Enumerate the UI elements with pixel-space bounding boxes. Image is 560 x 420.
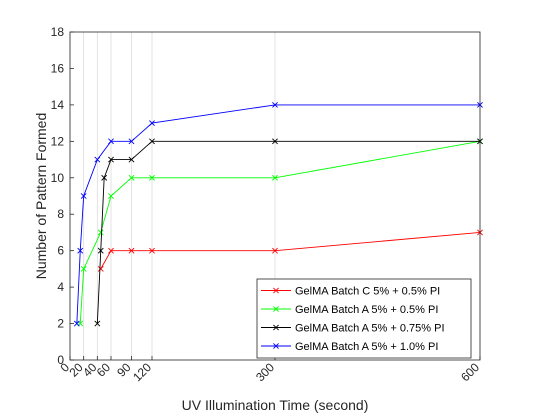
data-point-marker — [128, 156, 135, 163]
data-point-marker — [77, 247, 84, 254]
legend-item: GelMA Batch A 5% + 0.5% PI — [261, 304, 438, 316]
legend-item: GelMA Batch A 5% + 0.75% PI — [261, 323, 445, 335]
x-tick-label: 60 — [94, 360, 114, 380]
legend-label: GelMA Batch A 5% + 0.5% PI — [295, 304, 438, 316]
y-tick-label: 14 — [51, 98, 65, 112]
data-point-marker — [128, 138, 135, 145]
plot-series — [73, 101, 483, 327]
x-tick-label: 120 — [130, 360, 154, 384]
grid-lines — [69, 32, 481, 360]
y-tick-label: 0 — [57, 353, 64, 367]
y-tick-label: 12 — [51, 134, 65, 148]
series-line — [96, 140, 480, 324]
x-tick-label: 300 — [253, 360, 277, 384]
x-tick-label: 90 — [114, 360, 134, 380]
legend-marker — [273, 343, 279, 349]
y-axis-label: Number of Pattern Formed — [33, 113, 49, 280]
legend-item: GelMA Batch A 5% + 1.0% PI — [261, 341, 438, 353]
data-point-marker — [149, 247, 155, 254]
legend-box — [256, 278, 472, 359]
y-tick-label: 10 — [51, 171, 65, 185]
y-tick-label: 4 — [57, 280, 64, 294]
data-point-marker — [97, 247, 104, 254]
legend-item: GelMA Batch C 5% + 0.5% PI — [261, 286, 440, 298]
y-tick-label: 16 — [51, 61, 65, 75]
data-point-marker — [149, 120, 155, 127]
legend-label: GelMA Batch A 5% + 1.0% PI — [295, 341, 438, 353]
data-point-marker — [94, 320, 101, 327]
data-point-marker — [128, 247, 135, 254]
data-point-marker — [272, 247, 278, 254]
legend: GelMA Batch C 5% + 0.5% PI GelMA Batch A … — [256, 278, 472, 359]
data-point-marker — [108, 193, 114, 199]
data-point-marker — [128, 174, 135, 181]
y-tick-label: 18 — [51, 25, 65, 39]
y-tick-label: 8 — [57, 207, 64, 221]
series-group — [97, 229, 483, 272]
data-point-marker — [80, 265, 87, 272]
series-group — [94, 138, 483, 327]
y-tick-label: 2 — [57, 317, 64, 331]
series-line — [79, 140, 481, 324]
x-tick-label: 600 — [458, 360, 482, 384]
data-point-marker — [108, 138, 114, 145]
legend-marker — [273, 287, 279, 294]
data-point-marker — [108, 156, 114, 163]
data-point-marker — [272, 138, 278, 145]
data-point-marker — [97, 229, 104, 236]
legend-label: GelMA Batch C 5% + 0.5% PI — [295, 286, 440, 298]
data-point-marker — [149, 174, 155, 181]
legend-label: GelMA Batch A 5% + 0.75% PI — [295, 323, 445, 335]
data-point-marker — [272, 174, 278, 181]
data-point-marker — [97, 265, 104, 272]
series-line — [100, 231, 481, 270]
data-point-marker — [80, 193, 87, 199]
data-point-marker — [108, 247, 114, 254]
x-axis-label: UV Illumination Time (second) — [182, 397, 369, 413]
data-point-marker — [272, 101, 278, 108]
data-point-marker — [149, 138, 155, 145]
data-point-marker — [73, 320, 80, 327]
y-tick-label: 6 — [57, 244, 64, 258]
data-point-marker — [94, 156, 101, 163]
legend-marker — [273, 306, 279, 312]
data-point-marker — [101, 174, 108, 181]
legend-marker — [273, 324, 279, 331]
